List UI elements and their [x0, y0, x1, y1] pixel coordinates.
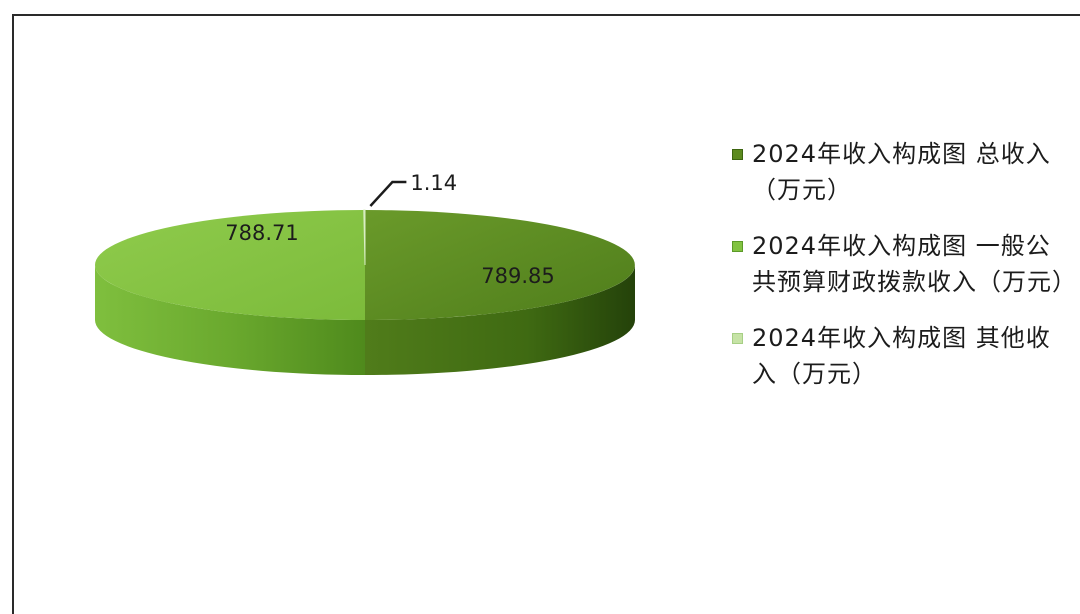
legend-swatch-0: [732, 149, 743, 160]
chart-legend: 2024年收入构成图 总收入（万元） 2024年收入构成图 一般公共预算财政拨款收…: [732, 136, 1077, 412]
pie-label-layer: 789.85 788.71 1.14: [225, 171, 554, 288]
pie-data-label-1: 788.71: [225, 221, 298, 245]
pie-data-label-0: 789.85: [481, 264, 554, 288]
legend-item-1: 2024年收入构成图 一般公共预算财政拨款收入（万元）: [732, 228, 1077, 300]
pie-top-layer: [95, 209, 635, 320]
legend-label-1: 2024年收入构成图 一般公共预算财政拨款收入（万元）: [752, 232, 1077, 296]
pie-slice-1: [95, 210, 366, 320]
pie-slice-2: [363, 209, 366, 266]
pie-slice-0: [365, 210, 635, 320]
pie-side-layer: [95, 265, 635, 375]
pie-side-1-0: [95, 265, 365, 375]
legend-item-2: 2024年收入构成图 其他收入（万元）: [732, 320, 1077, 392]
legend-label-0: 2024年收入构成图 总收入（万元）: [752, 140, 1051, 204]
pie-chart: 789.85 788.71 1.14: [95, 171, 635, 375]
pie-side-0-0: [365, 265, 635, 375]
legend-label-2: 2024年收入构成图 其他收入（万元）: [752, 324, 1051, 388]
pie-leader-line: [369, 180, 407, 207]
legend-item-0: 2024年收入构成图 总收入（万元）: [732, 136, 1077, 208]
legend-swatch-2: [732, 333, 743, 344]
chart-frame: [12, 14, 1080, 614]
pie-data-label-2: 1.14: [410, 171, 457, 195]
legend-swatch-1: [732, 241, 743, 252]
